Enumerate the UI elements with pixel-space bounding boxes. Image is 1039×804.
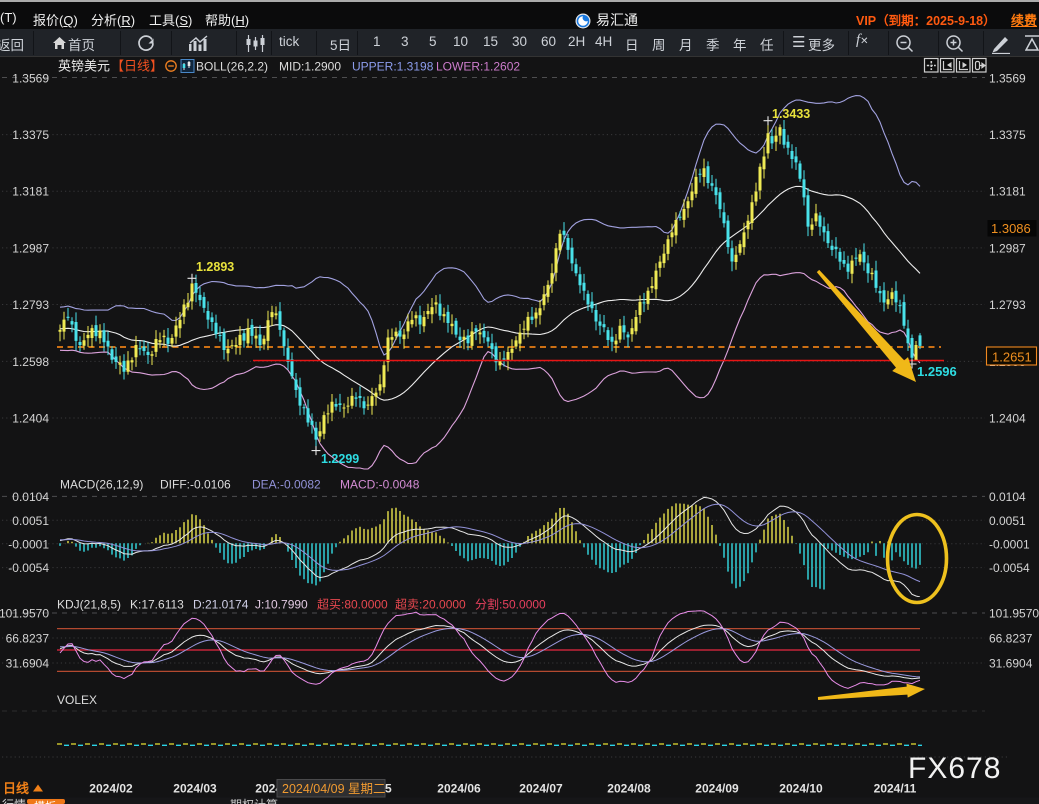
svg-text:1.2404: 1.2404 — [989, 412, 1026, 426]
svg-text:1.2651: 1.2651 — [992, 350, 1032, 365]
svg-text:1.2893: 1.2893 — [196, 260, 234, 274]
svg-text:分割:50.0000: 分割:50.0000 — [475, 597, 546, 612]
svg-text:101.9570: 101.9570 — [989, 607, 1039, 621]
svg-text:66.8237: 66.8237 — [989, 632, 1033, 646]
svg-text:-0.0001: -0.0001 — [8, 537, 49, 551]
svg-text:MID:1.2900: MID:1.2900 — [279, 60, 341, 74]
svg-text:1.3569: 1.3569 — [989, 72, 1026, 86]
svg-text:2024/10: 2024/10 — [779, 782, 823, 796]
svg-text:0.0104: 0.0104 — [12, 490, 49, 504]
svg-text:0.0051: 0.0051 — [12, 514, 49, 528]
svg-text:KDJ(21,8,5): KDJ(21,8,5) — [57, 598, 121, 612]
svg-text:31.6904: 31.6904 — [989, 657, 1033, 671]
svg-text:-0.0054: -0.0054 — [8, 561, 49, 575]
svg-text:0.0104: 0.0104 — [989, 490, 1026, 504]
svg-text:D:21.0174: D:21.0174 — [193, 598, 249, 612]
svg-text:超买:80.0000: 超买:80.0000 — [317, 597, 388, 612]
svg-text:1.3433: 1.3433 — [772, 107, 810, 121]
svg-text:66.8237: 66.8237 — [6, 632, 50, 646]
svg-text:英镑美元: 英镑美元 — [58, 59, 110, 74]
svg-text:2024/08: 2024/08 — [607, 782, 651, 796]
svg-text:DIFF:-0.0106: DIFF:-0.0106 — [160, 478, 231, 492]
svg-text:VOLEX: VOLEX — [57, 693, 97, 707]
svg-text:UPPER:1.3198: UPPER:1.3198 — [352, 60, 434, 74]
svg-text:1.2299: 1.2299 — [321, 452, 359, 466]
svg-text:模板: 模板 — [34, 799, 56, 804]
svg-text:101.9570: 101.9570 — [0, 607, 49, 621]
svg-text:2024/06: 2024/06 — [437, 782, 481, 796]
svg-text:日线: 日线 — [3, 781, 29, 796]
svg-text:1.2596: 1.2596 — [917, 364, 957, 379]
svg-text:2024/07: 2024/07 — [519, 782, 563, 796]
svg-text:1.3375: 1.3375 — [989, 128, 1026, 142]
svg-text:31.6904: 31.6904 — [6, 657, 50, 671]
svg-text:【日线】: 【日线】 — [111, 59, 163, 74]
svg-text:2024/03: 2024/03 — [173, 782, 217, 796]
svg-text:1.2598: 1.2598 — [12, 355, 49, 369]
svg-text:期权计算: 期权计算 — [230, 797, 278, 804]
svg-text:1.3086: 1.3086 — [991, 221, 1031, 236]
svg-text:MACD(26,12,9): MACD(26,12,9) — [60, 478, 143, 492]
svg-text:DEA:-0.0082: DEA:-0.0082 — [252, 478, 321, 492]
svg-text:超卖:20.0000: 超卖:20.0000 — [395, 597, 466, 612]
svg-text:2024/02: 2024/02 — [89, 782, 133, 796]
svg-text:BOLL(26,2.2): BOLL(26,2.2) — [196, 60, 268, 74]
svg-text:1.3181: 1.3181 — [989, 185, 1026, 199]
svg-text:1.3181: 1.3181 — [12, 185, 49, 199]
svg-text:2024/09: 2024/09 — [695, 782, 739, 796]
svg-text:1.2987: 1.2987 — [989, 241, 1026, 255]
svg-text:1.2793: 1.2793 — [989, 298, 1026, 312]
svg-text:-0.0054: -0.0054 — [989, 561, 1030, 575]
svg-text:FX678: FX678 — [908, 752, 1001, 785]
svg-text:J:10.7990: J:10.7990 — [255, 598, 308, 612]
svg-text:2024/11: 2024/11 — [874, 782, 917, 796]
svg-text:1.3375: 1.3375 — [12, 128, 49, 142]
svg-text:MACD:-0.0048: MACD:-0.0048 — [340, 478, 420, 492]
svg-text:-0.0001: -0.0001 — [989, 537, 1030, 551]
svg-text:行情: 行情 — [2, 798, 26, 804]
svg-text:2024/04/09 星期二: 2024/04/09 星期二 — [282, 782, 386, 796]
svg-text:1.2987: 1.2987 — [12, 241, 49, 255]
svg-text:1.2793: 1.2793 — [12, 298, 49, 312]
svg-text:LOWER:1.2602: LOWER:1.2602 — [436, 60, 520, 74]
svg-text:0.0051: 0.0051 — [989, 514, 1026, 528]
svg-text:K:17.6113: K:17.6113 — [130, 598, 184, 612]
svg-text:1.2404: 1.2404 — [12, 412, 49, 426]
svg-text:1.3569: 1.3569 — [12, 72, 49, 86]
